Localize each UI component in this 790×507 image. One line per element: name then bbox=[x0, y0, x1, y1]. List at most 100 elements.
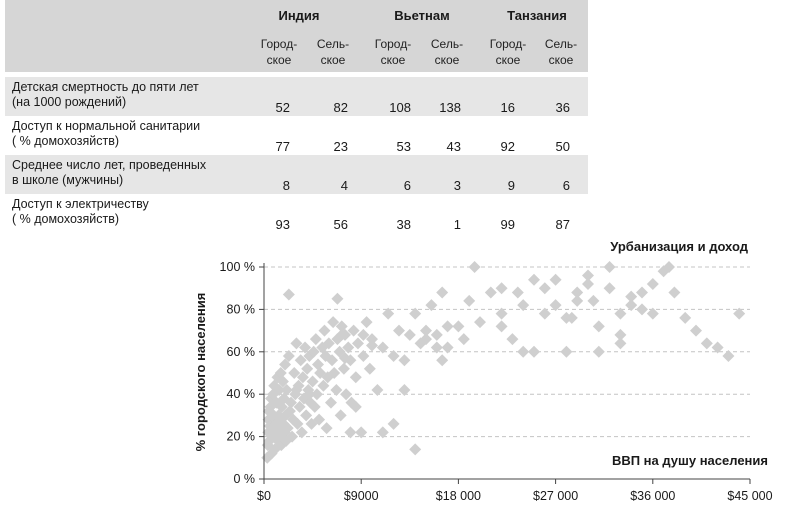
data-point bbox=[339, 352, 351, 365]
cell-value: 4 bbox=[340, 178, 348, 193]
cell-value: 77 bbox=[275, 139, 290, 154]
data-point bbox=[291, 417, 304, 430]
data-point bbox=[313, 413, 326, 426]
data-point bbox=[303, 388, 316, 401]
cell-value: 82 bbox=[333, 100, 348, 115]
data-point bbox=[308, 400, 321, 413]
data-point bbox=[700, 337, 713, 350]
data-point bbox=[425, 299, 438, 312]
y-tick-label: 100 % bbox=[220, 260, 255, 274]
subheader-rural: Сель- ское bbox=[430, 37, 464, 67]
data-point bbox=[376, 341, 389, 354]
data-point bbox=[452, 320, 465, 333]
data-point bbox=[320, 422, 333, 435]
data-point bbox=[403, 328, 416, 341]
data-point bbox=[282, 350, 295, 363]
data-point bbox=[733, 307, 746, 320]
x-tick-label: $27 000 bbox=[533, 489, 578, 503]
data-point bbox=[668, 286, 681, 299]
data-points bbox=[261, 261, 746, 464]
data-point bbox=[506, 333, 519, 346]
data-point bbox=[393, 324, 405, 337]
data-point bbox=[549, 299, 562, 312]
x-tick-label: $36 000 bbox=[630, 489, 675, 503]
data-point bbox=[312, 358, 324, 371]
country-header-vietnam: Вьетнам bbox=[394, 8, 450, 23]
data-point bbox=[290, 337, 303, 350]
data-point bbox=[571, 286, 584, 299]
cell-value: 16 bbox=[500, 100, 515, 115]
data-point bbox=[436, 354, 449, 367]
y-tick-label: 40 % bbox=[227, 387, 256, 401]
data-point bbox=[436, 286, 449, 299]
data-point bbox=[366, 333, 378, 346]
data-point bbox=[409, 443, 422, 456]
data-point bbox=[614, 337, 627, 350]
cell-value: 50 bbox=[555, 139, 570, 154]
cell-value: 8 bbox=[282, 178, 290, 193]
subheader-urban: Город- ское bbox=[260, 37, 298, 67]
data-point bbox=[582, 277, 594, 290]
data-point bbox=[274, 367, 287, 379]
data-point bbox=[538, 307, 551, 320]
data-point bbox=[646, 277, 659, 290]
data-point bbox=[441, 320, 454, 333]
data-point bbox=[276, 375, 289, 388]
data-point bbox=[342, 341, 355, 354]
cell-value: 36 bbox=[555, 100, 570, 115]
cell-value: 3 bbox=[453, 178, 461, 193]
data-point bbox=[625, 290, 638, 303]
country-header-tanzania: Танзания bbox=[507, 8, 567, 23]
data-point bbox=[603, 282, 616, 295]
data-point bbox=[420, 324, 432, 337]
data-point bbox=[387, 417, 400, 430]
cell-value: 1 bbox=[453, 217, 461, 232]
data-point bbox=[636, 286, 648, 299]
data-point bbox=[646, 307, 659, 320]
data-point bbox=[587, 294, 600, 307]
cell-value: 43 bbox=[446, 139, 461, 154]
data-point bbox=[290, 383, 303, 396]
data-point bbox=[295, 426, 308, 439]
data-point bbox=[340, 388, 353, 401]
x-tick-label: $18 000 bbox=[436, 489, 481, 503]
data-point bbox=[398, 354, 411, 367]
data-point bbox=[351, 337, 364, 350]
data-point bbox=[281, 422, 294, 435]
data-point bbox=[376, 426, 389, 439]
x-tick-label: $45 000 bbox=[727, 489, 772, 503]
data-point bbox=[371, 383, 384, 396]
data-point bbox=[495, 307, 508, 320]
row-label: Среднее число лет, проведенных в школе (… bbox=[12, 158, 207, 187]
data-point bbox=[360, 316, 373, 329]
data-point bbox=[344, 426, 357, 439]
data-point bbox=[275, 400, 288, 413]
data-point bbox=[722, 350, 735, 363]
tick-labels: 0 % 20 % 40 % 60 % 80 % 100 % $0 $9000 $18 000 $2… bbox=[220, 260, 773, 503]
data-point bbox=[324, 396, 337, 409]
data-point bbox=[420, 333, 432, 346]
data-point bbox=[614, 307, 627, 320]
data-point bbox=[560, 345, 573, 358]
data-point bbox=[347, 324, 360, 337]
cell-value: 87 bbox=[555, 217, 570, 232]
data-point bbox=[328, 367, 341, 379]
data-point bbox=[337, 362, 350, 375]
cell-value: 138 bbox=[439, 100, 461, 115]
x-axis-label: ВВП на душу населения bbox=[612, 453, 768, 468]
axes bbox=[263, 263, 750, 480]
data-point bbox=[517, 299, 530, 312]
y-tick-label: 60 % bbox=[227, 345, 256, 359]
y-tick-label: 20 % bbox=[227, 430, 256, 444]
data-point bbox=[663, 261, 675, 273]
cell-value: 6 bbox=[403, 178, 411, 193]
table-row: Среднее число лет, проведенных в школе (… bbox=[5, 155, 588, 194]
data-point bbox=[285, 396, 297, 409]
data-point bbox=[279, 358, 292, 371]
data-point bbox=[326, 354, 339, 367]
data-point bbox=[679, 311, 692, 324]
row-label: Доступ к нормальной санитарии ( % домохо… bbox=[12, 119, 201, 148]
data-point bbox=[355, 426, 368, 439]
subheader-urban: Город- ское bbox=[374, 37, 412, 67]
table-row: Доступ к нормальной санитарии ( % домохо… bbox=[5, 116, 588, 155]
